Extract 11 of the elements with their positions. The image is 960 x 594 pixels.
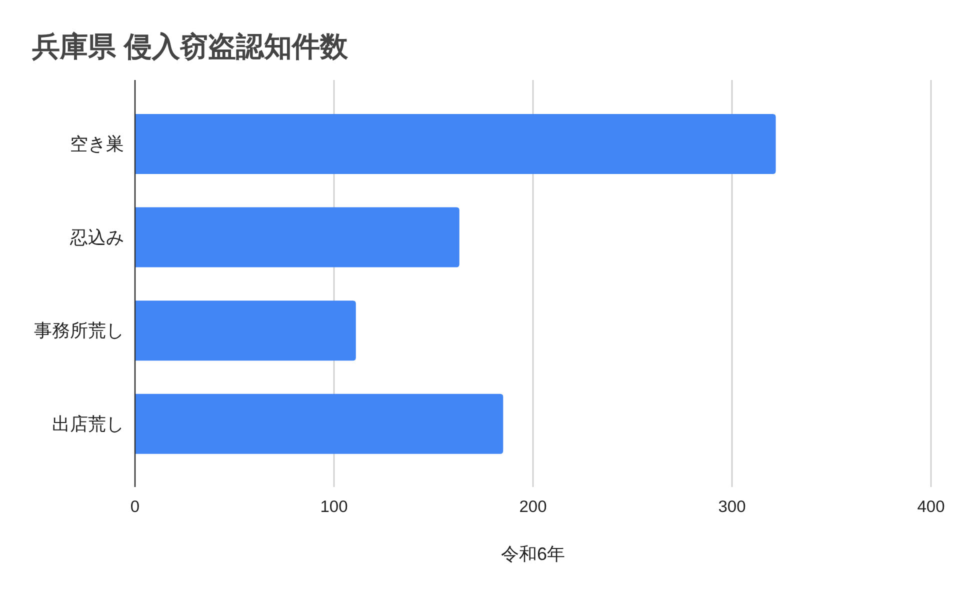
title: 兵庫県 侵入窃盗認知件数 <box>32 31 348 62</box>
x-tick-label: 400 <box>917 498 945 516</box>
x-tick-label: 300 <box>718 498 746 516</box>
y-tick-label: 事務所荒し <box>34 320 124 341</box>
y-tick-label: 空き巣 <box>70 134 124 154</box>
y-tick-label: 忍込み <box>69 227 124 248</box>
x-tick-label: 0 <box>130 498 140 516</box>
xlabel: 令和6年 <box>501 544 565 564</box>
x-tick-label: 200 <box>519 498 547 516</box>
y-tick-label: 出店荒し <box>52 414 124 434</box>
x-tick-label: 100 <box>320 498 348 516</box>
